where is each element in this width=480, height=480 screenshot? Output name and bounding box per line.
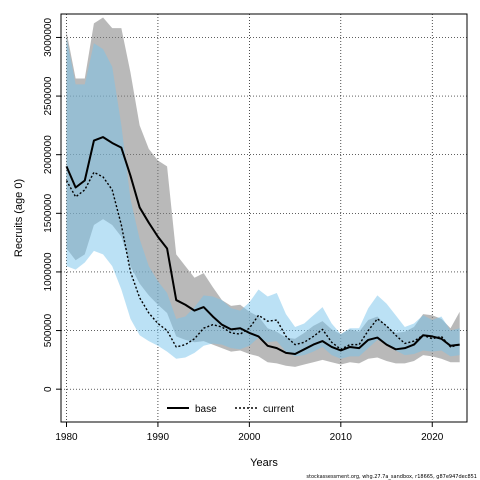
axes: 1980 1990 2000 2010 2020 0 500000 1000000 150000… — [43, 18, 444, 443]
y-tick-label: 3000000 — [43, 18, 54, 57]
series-lines — [65, 136, 460, 355]
y-tick-label: 1500000 — [43, 193, 54, 232]
x-tick-label: 1980 — [55, 432, 78, 443]
x-tick-label: 2020 — [421, 432, 444, 443]
legend-label-base: base — [195, 404, 217, 415]
y-tick-label: 0 — [43, 386, 54, 392]
series-line-base — [65, 136, 460, 355]
series-line-current — [65, 171, 460, 351]
x-tick-label: 2010 — [330, 432, 353, 443]
y-tick-label: 2500000 — [43, 76, 54, 115]
plot-frame — [60, 13, 468, 423]
confidence-band-current — [66, 37, 460, 359]
confidence-bands — [66, 17, 460, 367]
y-tick-label: 500000 — [43, 313, 54, 347]
legend: base current — [167, 404, 294, 415]
footnote: stockassessment.org, whg.27.7a_sandbox, … — [306, 474, 477, 480]
y-tick-label: 1000000 — [43, 252, 54, 291]
x-tick-label: 1990 — [147, 432, 170, 443]
x-axis-title: Years — [250, 457, 278, 469]
legend-label-current: current — [263, 404, 294, 415]
x-tick-label: 2000 — [238, 432, 261, 443]
y-axis-title: Recruits (age 0) — [13, 179, 25, 257]
y-tick-label: 2000000 — [43, 135, 54, 174]
confidence-band-base — [66, 17, 460, 367]
